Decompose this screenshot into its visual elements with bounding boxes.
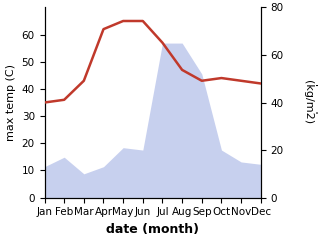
- X-axis label: date (month): date (month): [106, 223, 199, 236]
- Y-axis label: max temp (C): max temp (C): [6, 64, 16, 141]
- Y-axis label: med. precipitation
(kg/m2): med. precipitation (kg/m2): [303, 51, 318, 154]
